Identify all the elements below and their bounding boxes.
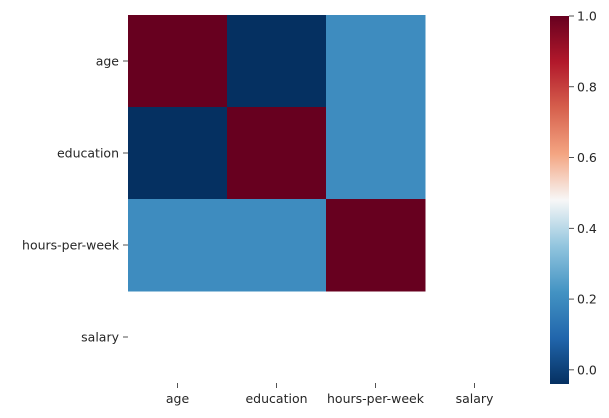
heatmap-cell-age-age bbox=[128, 15, 228, 108]
x-tick-label-education: education bbox=[245, 391, 307, 406]
colorbar-gradient bbox=[550, 16, 569, 384]
x-tick-label-hours-per-week: hours-per-week bbox=[327, 391, 425, 406]
colorbar-tick-label-0.4: 0.4 bbox=[577, 221, 597, 236]
x-axis-ticks: age education hours-per-week salary bbox=[166, 383, 494, 406]
colorbar-tick-label-0.6: 0.6 bbox=[577, 150, 597, 165]
heatmap-cells bbox=[128, 15, 426, 292]
heatmap-cell-hours-per-week-hours-per-week bbox=[326, 199, 426, 292]
heatmap-cell-education-education bbox=[227, 107, 327, 200]
colorbar-tick-label-0.2: 0.2 bbox=[577, 292, 597, 307]
y-axis-ticks: age education hours-per-week salary bbox=[22, 54, 128, 345]
colorbar-tick-label-0.8: 0.8 bbox=[577, 79, 597, 94]
x-tick-label-age: age bbox=[166, 391, 190, 406]
colorbar-tick-label-1.0: 1.0 bbox=[577, 9, 597, 24]
heatmap-cell-hours-per-week-education bbox=[227, 199, 327, 292]
x-tick-label-salary: salary bbox=[456, 391, 494, 406]
colorbar-tick-label-0.0: 0.0 bbox=[577, 362, 597, 377]
heatmap-cell-education-hours-per-week bbox=[326, 107, 426, 200]
heatmap-cell-hours-per-week-age bbox=[128, 199, 228, 292]
heatmap-cell-age-hours-per-week bbox=[326, 15, 426, 108]
colorbar: 0.0 0.2 0.4 0.6 0.8 1.0 bbox=[550, 9, 597, 384]
y-tick-label-age: age bbox=[96, 54, 120, 69]
y-tick-label-salary: salary bbox=[81, 330, 119, 345]
y-tick-label-hours-per-week: hours-per-week bbox=[22, 238, 120, 253]
y-tick-label-education: education bbox=[57, 146, 119, 161]
heatmap-cell-education-age bbox=[128, 107, 228, 200]
heatmap-cell-age-education bbox=[227, 15, 327, 108]
